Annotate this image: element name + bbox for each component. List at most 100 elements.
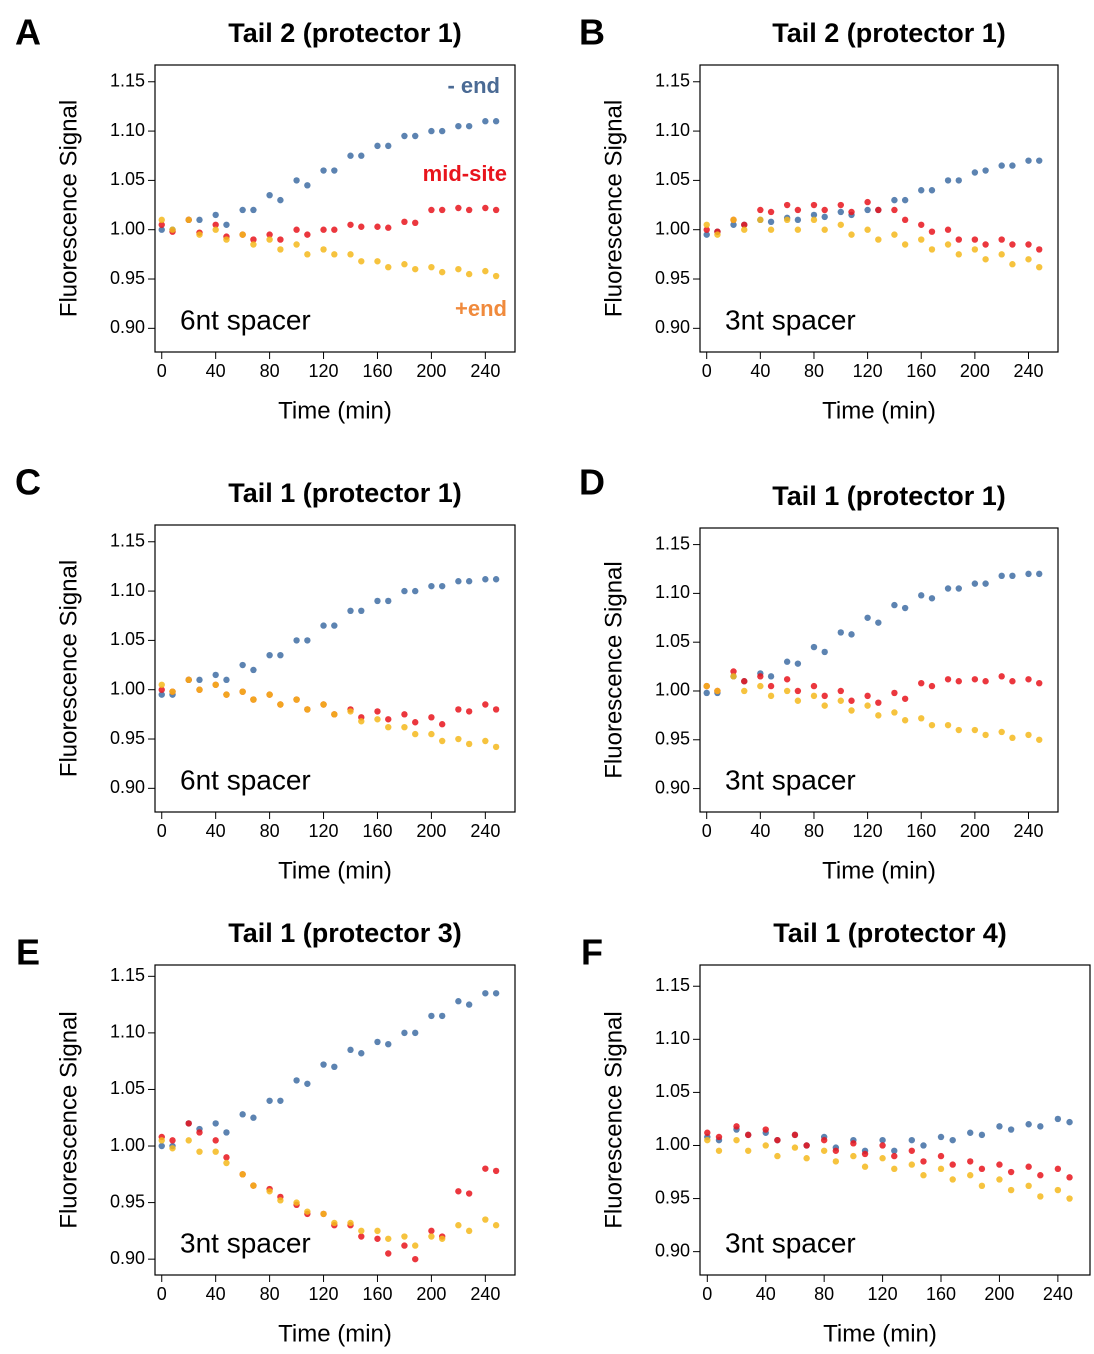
data-point	[848, 231, 855, 238]
data-point	[783, 687, 791, 695]
data-point	[428, 127, 435, 135]
data-point	[928, 721, 936, 729]
data-point	[196, 676, 203, 684]
data-point	[401, 711, 408, 718]
data-point	[891, 1147, 898, 1154]
data-point	[320, 701, 327, 708]
y-tick-label: 0.90	[655, 777, 690, 797]
x-axis-label: Time (min)	[278, 397, 392, 424]
x-tick-label: 80	[804, 361, 824, 381]
data-point	[158, 221, 165, 228]
data-point	[304, 1208, 311, 1215]
y-tick-label: 1.10	[110, 1022, 145, 1042]
data-point	[185, 1120, 192, 1127]
x-axis-label: Time (min)	[823, 1320, 937, 1347]
data-point	[212, 681, 219, 688]
data-point	[347, 251, 354, 258]
data-point	[212, 1148, 219, 1155]
data-point	[212, 1137, 219, 1144]
data-point	[482, 990, 489, 997]
data-point	[918, 236, 925, 243]
data-point	[304, 231, 311, 238]
data-point	[212, 671, 219, 679]
x-tick-label: 200	[960, 821, 990, 841]
data-point	[767, 692, 775, 700]
data-point	[937, 1152, 945, 1160]
data-point	[864, 614, 871, 621]
data-point	[465, 122, 473, 130]
data-point	[320, 246, 327, 253]
y-tick-label: 0.90	[110, 317, 145, 337]
y-axis-label: Fluorescence Signal	[600, 1011, 627, 1228]
data-point	[928, 682, 936, 690]
data-point	[277, 236, 284, 243]
data-point	[848, 631, 855, 638]
data-point	[158, 681, 165, 688]
x-axis-label: Time (min)	[278, 857, 392, 884]
y-tick-label: 1.00	[110, 218, 145, 238]
data-point	[944, 241, 952, 248]
data-point	[730, 216, 737, 224]
data-point	[1025, 1182, 1032, 1190]
data-point	[331, 251, 338, 258]
y-axis-label: Fluorescence Signal	[55, 1011, 82, 1228]
data-point	[1037, 1123, 1044, 1130]
data-point	[331, 1063, 338, 1071]
data-point	[196, 216, 203, 224]
y-tick-label: 1.15	[110, 965, 145, 985]
data-point	[277, 701, 284, 708]
data-point	[331, 226, 338, 233]
data-point	[1036, 679, 1043, 687]
data-point	[304, 637, 311, 644]
y-tick-label: 1.10	[110, 580, 145, 600]
data-point	[879, 1136, 886, 1144]
data-point	[762, 1126, 769, 1133]
data-point	[331, 167, 338, 174]
data-point	[920, 1142, 927, 1149]
data-point	[944, 676, 952, 683]
data-point	[401, 1233, 408, 1240]
data-point	[978, 1165, 986, 1173]
y-tick-label: 1.05	[655, 631, 690, 651]
data-point	[704, 1129, 711, 1136]
data-point	[783, 201, 791, 209]
data-point	[949, 1161, 956, 1168]
x-tick-label: 120	[309, 1284, 339, 1304]
data-point	[982, 731, 989, 739]
y-axis-label: Fluorescence Signal	[600, 561, 627, 778]
data-point	[1025, 1163, 1032, 1170]
x-tick-label: 200	[984, 1284, 1014, 1304]
data-point	[277, 1097, 284, 1104]
data-point	[374, 142, 381, 150]
data-point	[277, 246, 284, 253]
panel-label: B	[579, 12, 605, 53]
y-tick-label: 1.05	[110, 629, 145, 649]
data-point	[971, 676, 979, 683]
data-point	[704, 1136, 711, 1144]
data-point	[832, 1158, 840, 1165]
data-point	[492, 576, 500, 583]
data-point	[821, 692, 828, 700]
data-point	[1037, 1193, 1044, 1200]
data-point	[944, 177, 952, 184]
data-point	[277, 196, 284, 204]
data-point	[401, 723, 408, 731]
data-point	[401, 132, 408, 140]
data-point	[223, 1129, 230, 1136]
data-point	[794, 687, 802, 695]
data-point	[293, 1199, 300, 1206]
data-point	[982, 241, 989, 248]
data-point	[196, 686, 203, 693]
data-point	[465, 1190, 473, 1197]
data-point	[358, 607, 365, 615]
x-tick-label: 40	[206, 1284, 226, 1304]
x-tick-label: 160	[362, 361, 392, 381]
data-point	[996, 1161, 1003, 1168]
data-point	[998, 162, 1005, 169]
x-tick-label: 120	[853, 821, 883, 841]
data-point	[918, 715, 925, 722]
y-tick-label: 1.00	[655, 218, 690, 238]
chart-title: Tail 1 (protector 3)	[228, 918, 462, 948]
data-point	[879, 1142, 886, 1149]
y-tick-label: 1.10	[655, 582, 690, 602]
